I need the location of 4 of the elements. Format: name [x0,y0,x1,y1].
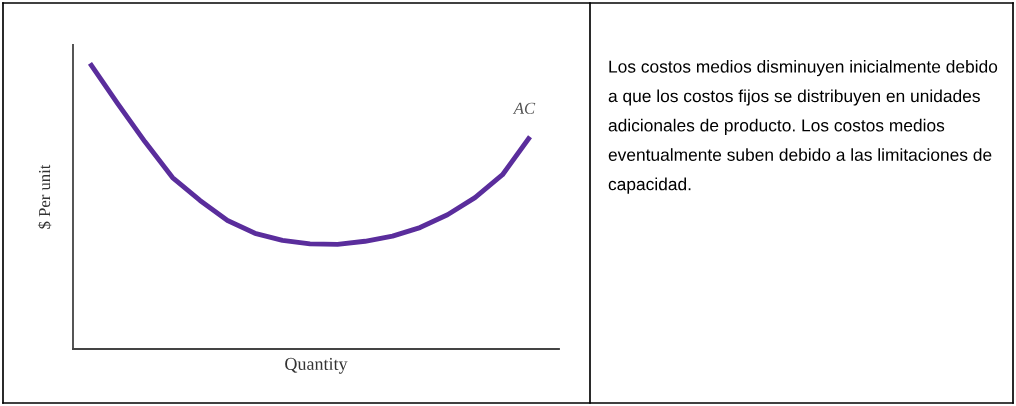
text: Los costos medios disminuyen inicialmente debido a que los costos fijos se distribuyen en unidades adicionales de producto. Los costos medios eventualmente suben debido a las limitaciones de capacidad. [608,60,998,194]
y-axis-title: $ Per unit [37,164,52,229]
x-axis-title: Quantity [285,357,348,374]
series-label: AC [512,102,536,114]
